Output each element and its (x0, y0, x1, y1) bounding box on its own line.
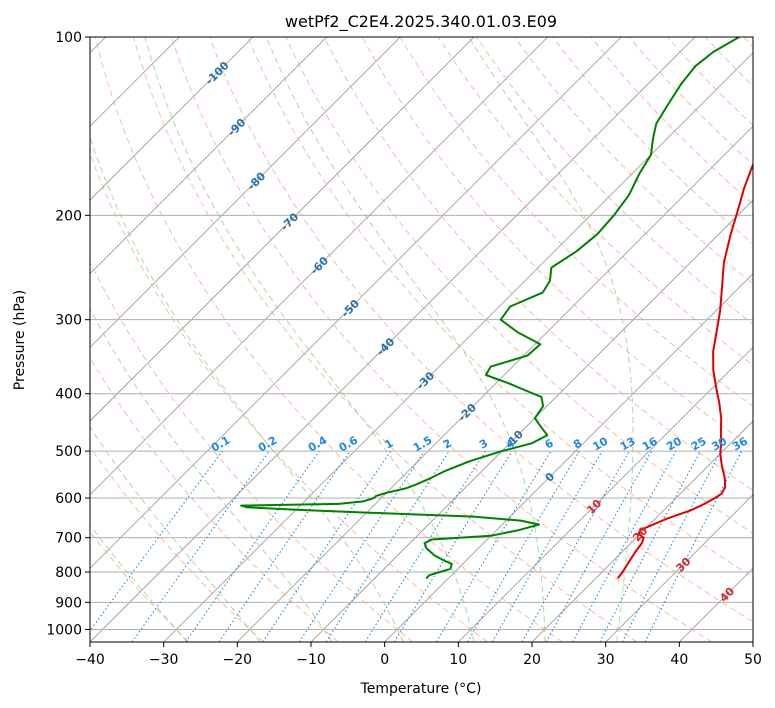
moist-adiabat-line (468, 37, 634, 642)
chart-title: wetPf2_C2E4.2025.340.01.03.E09 (285, 12, 557, 32)
mixing-ratio-lines (90, 450, 743, 642)
moist-adiabat-line (144, 37, 475, 642)
moist-adiabat-line (265, 37, 546, 642)
x-tick-label: −40 (75, 652, 105, 668)
y-tick-label: 600 (55, 491, 82, 507)
x-tick-label: 30 (597, 652, 615, 668)
y-tick-label: 100 (55, 30, 82, 46)
isotherm-line (163, 52, 753, 642)
x-tick-label: 20 (523, 652, 541, 668)
isotherm-line (90, 37, 475, 422)
x-tick-label: −20 (223, 652, 253, 668)
isotherm-line (90, 37, 696, 642)
dry-adiabat-line (437, 37, 753, 366)
y-axis-label: Pressure (hPa) (12, 290, 28, 390)
isotherm-line (605, 494, 753, 642)
mixing-ratio-line (521, 450, 630, 642)
moist-adiabat-line (90, 135, 404, 642)
isotherm-line (90, 37, 180, 127)
dry-adiabat-line (90, 152, 488, 642)
x-tick-label: 10 (449, 652, 467, 668)
dry-adiabat-line (209, 37, 753, 623)
plot-frame (89, 36, 754, 643)
y-tick-label: 200 (55, 208, 82, 224)
dewpoint-profile-line (240, 37, 740, 580)
isotherm-line (531, 420, 753, 642)
isotherm-line (90, 37, 254, 201)
isotherm-line (90, 37, 401, 348)
mixing-ratio-line (131, 450, 270, 642)
dry-adiabat-line (361, 37, 753, 449)
y-tick-label: 500 (55, 444, 82, 460)
mixing-ratio-line (90, 450, 223, 632)
y-tick-label: 400 (55, 387, 82, 403)
isotherm-lines (90, 37, 753, 642)
mixing-ratio-line (545, 450, 653, 642)
temperature-profile-line (616, 162, 753, 580)
isotherm-line (90, 37, 622, 569)
dry-adiabat-line (285, 37, 753, 535)
dry-adiabat-line (94, 37, 563, 642)
y-axis-ticks: 100 200 300 400 500 600 700 800 900 1000 (46, 30, 90, 638)
y-tick-label: 900 (55, 595, 82, 611)
mixing-ratio-line (325, 450, 450, 642)
mixing-ratio-line (393, 450, 513, 642)
mixing-ratio-line (572, 450, 677, 642)
y-tick-label: 1000 (46, 622, 82, 638)
x-tick-label: 50 (744, 652, 762, 668)
mixing-ratio-line (185, 450, 320, 642)
x-tick-label: −10 (296, 652, 326, 668)
isotherm-line (90, 37, 549, 496)
y-tick-label: 300 (55, 313, 82, 329)
sounding-profiles (240, 37, 753, 580)
dry-adiabat-lines (90, 37, 753, 642)
mixing-ratio-line (218, 450, 351, 642)
moist-adiabat-lines (90, 37, 634, 642)
moist-adiabat-line (90, 426, 261, 642)
mixing-ratio-line (298, 450, 425, 642)
isotherm-line (457, 346, 753, 642)
x-axis-label: Temperature (°C) (360, 681, 482, 697)
isotherm-line (236, 125, 753, 642)
y-tick-label: 700 (55, 531, 82, 547)
dry-adiabat-line (247, 37, 753, 578)
x-tick-label: 40 (670, 652, 688, 668)
mixing-ratio-line (262, 450, 392, 642)
dry-adiabat-line (90, 356, 339, 642)
x-tick-label: 0 (380, 652, 389, 668)
moist-adiabat-line (90, 307, 333, 642)
y-tick-label: 800 (55, 565, 82, 581)
x-axis-ticks: −40 −30 −20 −10 0 10 20 30 40 50 (75, 642, 762, 668)
dry-adiabat-line (323, 37, 753, 491)
dry-adiabat-line (399, 37, 753, 407)
isotherm-line (90, 37, 328, 275)
moist-adiabat-line (90, 524, 188, 642)
dry-adiabat-line (132, 37, 638, 642)
isotherm-line (310, 199, 753, 642)
dry-adiabat-line (90, 446, 264, 642)
x-tick-label: −30 (149, 652, 179, 668)
isotherm-line (384, 273, 753, 642)
